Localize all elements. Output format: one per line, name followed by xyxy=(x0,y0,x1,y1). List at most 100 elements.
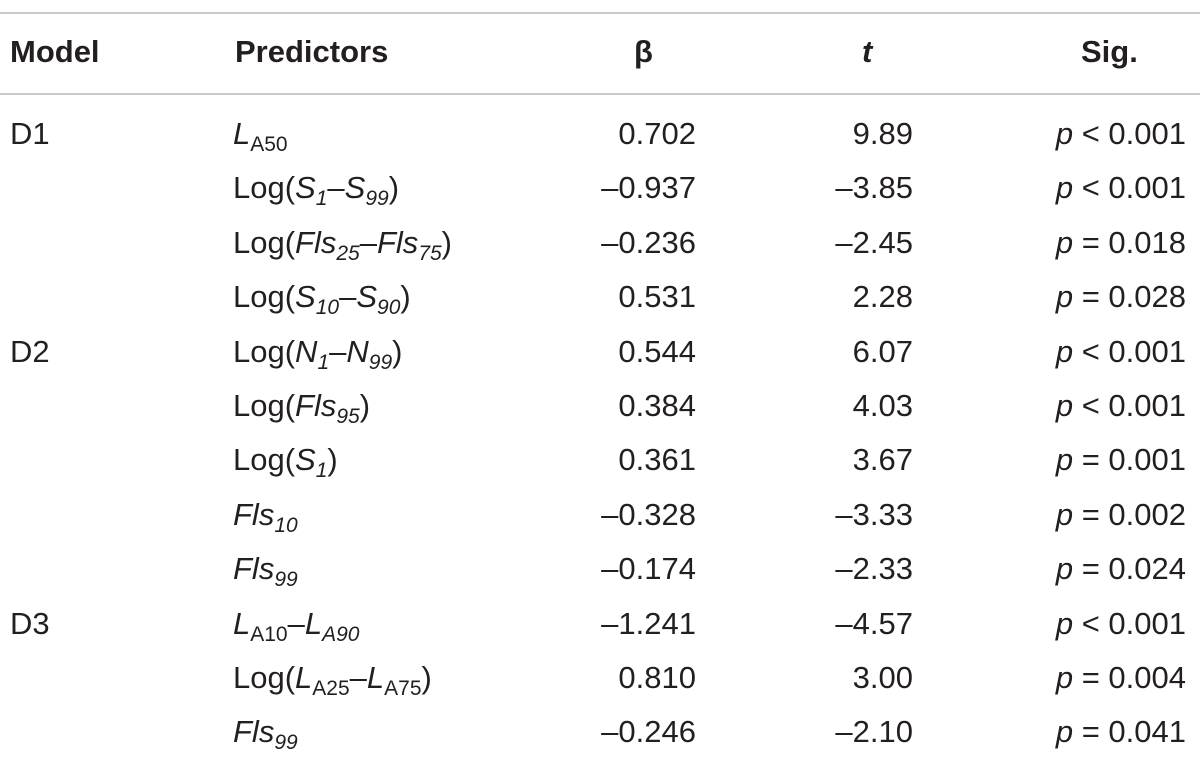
header-predictors: Predictors xyxy=(235,34,389,69)
predictor-text: Log( xyxy=(233,224,296,260)
header-rule xyxy=(0,93,1200,95)
sig-cell: p = 0.001 xyxy=(1056,440,1186,480)
predictor-subscript: 95 xyxy=(336,405,360,428)
predictor-cell: Fls10 xyxy=(233,495,298,537)
predictor-subscript: 1 xyxy=(315,459,328,483)
beta-cell: –1.241 xyxy=(601,605,696,641)
predictor-text: ) xyxy=(327,442,338,478)
sig-p: p xyxy=(1055,224,1074,260)
beta-cell: 0.361 xyxy=(618,442,696,478)
sig-value: = 0.024 xyxy=(1073,551,1186,587)
beta-cell: 0.544 xyxy=(618,333,696,369)
predictor-text: ) xyxy=(400,279,411,315)
predictor-cell: Log(S1–S99) xyxy=(233,168,399,211)
t-cell: 6.07 xyxy=(852,333,913,369)
predictor-cell: LA50 xyxy=(233,114,288,156)
predictor-text: – xyxy=(349,660,367,695)
predictor-subscript: 99 xyxy=(365,187,389,211)
predictor-text: N xyxy=(295,333,318,369)
sig-cell: p = 0.028 xyxy=(1056,277,1186,317)
predictor-text: S xyxy=(295,442,316,478)
sig-value: = 0.028 xyxy=(1073,279,1186,315)
sig-p: p xyxy=(1055,660,1074,695)
predictor-subscript: 25 xyxy=(336,241,360,265)
sig-cell: p = 0.041 xyxy=(1056,712,1186,752)
predictor-subscript: 10 xyxy=(274,513,298,537)
header-model: Model xyxy=(10,34,100,69)
predictor-subscript: 99 xyxy=(274,731,298,755)
predictor-text: L xyxy=(233,605,251,641)
t-cell: –2.45 xyxy=(835,224,913,260)
sig-value: < 0.001 xyxy=(1073,605,1186,641)
sig-value: = 0.041 xyxy=(1073,714,1186,750)
predictor-text: Fls xyxy=(233,496,275,532)
predictor-text: N xyxy=(346,333,369,369)
predictor-cell: Log(S10–S90) xyxy=(233,277,411,320)
beta-cell: –0.174 xyxy=(601,551,696,587)
predictor-text: Log( xyxy=(233,442,296,478)
beta-cell: –0.236 xyxy=(601,224,696,260)
predictor-text: ) xyxy=(359,388,371,423)
header-t: t xyxy=(862,34,873,69)
predictor-cell: Log(Fls25–Fls75) xyxy=(233,223,452,265)
predictor-subscript: 99 xyxy=(368,350,393,374)
sig-p: p xyxy=(1055,333,1074,369)
sig-p: p xyxy=(1055,279,1074,315)
sig-value: < 0.001 xyxy=(1073,388,1186,423)
predictor-text: Fls xyxy=(295,224,337,260)
predictor-cell: Log(LA25–LA75) xyxy=(233,658,432,700)
predictor-text: S xyxy=(344,170,366,206)
beta-cell: –0.246 xyxy=(601,714,696,750)
predictor-text: L xyxy=(304,605,323,641)
header-sig: Sig. xyxy=(1081,34,1138,69)
predictor-text: L xyxy=(295,660,313,695)
sig-p: p xyxy=(1055,388,1074,423)
sig-cell: p = 0.004 xyxy=(1056,658,1186,698)
predictor-subscript: 1 xyxy=(317,350,330,374)
sig-p: p xyxy=(1055,496,1074,532)
predictor-subscript: A90 xyxy=(322,622,360,646)
predictor-subscript: 99 xyxy=(274,568,298,592)
predictor-cell: LA10–LA90 xyxy=(233,604,360,646)
t-cell: –2.10 xyxy=(835,714,913,750)
predictor-subscript: 10 xyxy=(315,296,340,320)
predictor-text: – xyxy=(327,170,345,206)
predictor-text: Log( xyxy=(233,660,296,695)
predictor-text: Fls xyxy=(295,388,337,423)
predictor-subscript: 75 xyxy=(418,241,442,265)
model-cell: D1 xyxy=(10,116,50,151)
sig-value: = 0.002 xyxy=(1073,496,1186,532)
predictor-cell: Log(N1–N99) xyxy=(233,332,403,374)
predictor-text: Fls xyxy=(233,714,275,750)
top-rule xyxy=(0,12,1200,14)
predictor-text: Log( xyxy=(233,333,296,369)
predictor-subscript: 90 xyxy=(377,296,401,320)
predictor-subscript: 1 xyxy=(315,187,328,211)
t-cell: 3.00 xyxy=(852,660,913,695)
predictor-subscript: A25 xyxy=(312,677,350,700)
sig-cell: p = 0.018 xyxy=(1056,223,1186,263)
predictor-text: ) xyxy=(392,333,403,369)
predictor-text: ) xyxy=(421,660,432,695)
predictor-text: – xyxy=(339,279,357,315)
sig-value: = 0.004 xyxy=(1073,660,1186,695)
sig-value: < 0.001 xyxy=(1073,116,1186,151)
predictor-cell: Log(S1) xyxy=(233,440,338,483)
sig-value: < 0.001 xyxy=(1073,170,1186,206)
predictor-text: L xyxy=(233,116,251,151)
t-cell: –4.57 xyxy=(835,605,913,641)
predictor-subscript: A50 xyxy=(250,133,288,156)
predictor-cell: Log(Fls95) xyxy=(233,386,371,428)
predictor-text: Log( xyxy=(233,170,296,206)
predictor-cell: Fls99 xyxy=(233,712,298,755)
beta-cell: 0.810 xyxy=(618,660,696,695)
t-cell: 4.03 xyxy=(852,388,913,423)
beta-cell: –0.328 xyxy=(601,496,696,532)
predictor-text: Fls xyxy=(376,224,419,260)
sig-cell: p < 0.001 xyxy=(1056,386,1186,426)
t-cell: 3.67 xyxy=(852,442,913,478)
predictor-text: Fls xyxy=(233,551,275,587)
sig-p: p xyxy=(1055,551,1074,587)
beta-cell: 0.384 xyxy=(618,388,696,423)
sig-cell: p < 0.001 xyxy=(1056,332,1186,372)
